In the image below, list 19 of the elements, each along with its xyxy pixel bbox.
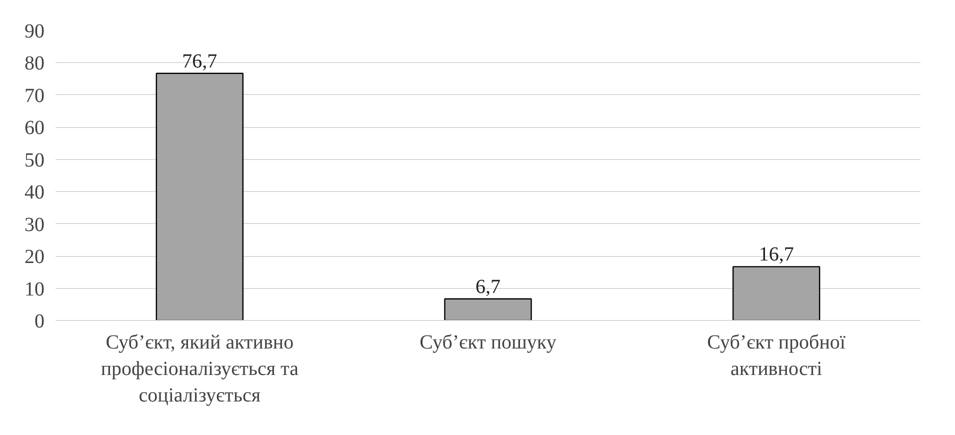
y-tick-label: 80 — [24, 52, 44, 75]
data-label: 16,7 — [758, 244, 794, 266]
y-tick-label: 60 — [24, 117, 44, 140]
y-tick-label: 30 — [24, 214, 44, 236]
y-tick-label: 20 — [24, 246, 44, 268]
y-tick-label: 70 — [24, 84, 44, 107]
x-tick-label: Суб’єкт пробної активності — [707, 332, 846, 380]
x-tick-label: Суб’єкт, який активно професіоналізується та соціалізується — [100, 332, 299, 406]
bar — [444, 298, 532, 320]
data-label: 6,7 — [476, 276, 500, 298]
y-tick-label: 10 — [24, 278, 44, 300]
bar — [156, 72, 244, 320]
y-tick-label: 50 — [24, 149, 44, 172]
y-tick-label: 0 — [34, 310, 44, 332]
bar — [732, 266, 820, 320]
y-tick-label: 40 — [24, 182, 44, 204]
x-tick-label: Суб’єкт пошуку — [420, 332, 556, 354]
data-label: 76,7 — [182, 50, 218, 72]
y-tick-label: 90 — [24, 20, 44, 42]
